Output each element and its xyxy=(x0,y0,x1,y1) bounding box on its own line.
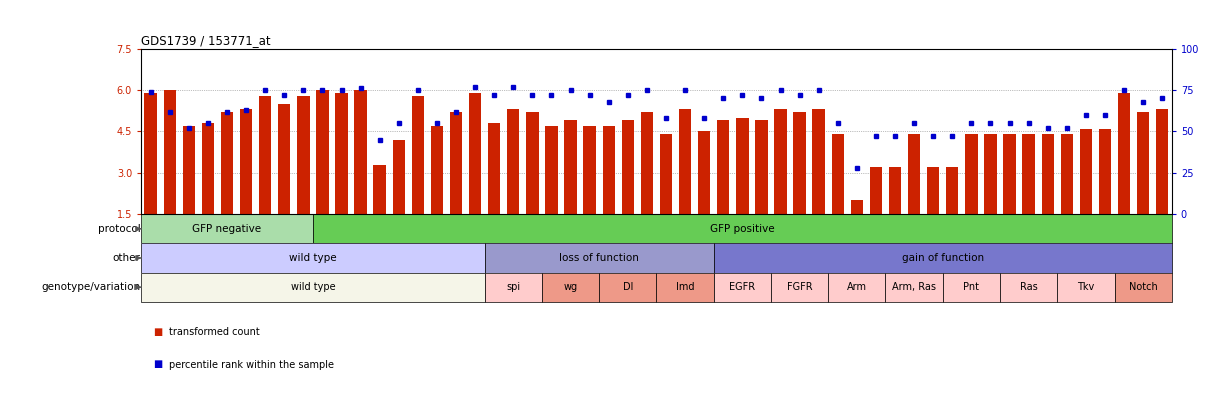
Text: Notch: Notch xyxy=(1129,282,1157,292)
Bar xyxy=(564,120,577,214)
Text: other: other xyxy=(113,253,141,263)
Text: GFP negative: GFP negative xyxy=(193,224,261,234)
Bar xyxy=(450,112,463,214)
Bar xyxy=(1156,109,1168,214)
Bar xyxy=(870,167,882,214)
Bar xyxy=(771,273,828,302)
Bar xyxy=(622,120,634,214)
Bar xyxy=(542,273,599,302)
Bar xyxy=(145,93,157,214)
Bar xyxy=(736,117,748,214)
Text: loss of function: loss of function xyxy=(560,253,639,263)
Bar xyxy=(239,109,253,214)
Bar xyxy=(714,243,1172,273)
Bar xyxy=(393,140,405,214)
Bar xyxy=(774,109,787,214)
Bar xyxy=(279,104,291,214)
Bar xyxy=(141,273,485,302)
Bar xyxy=(1118,93,1130,214)
Bar xyxy=(966,134,978,214)
Bar xyxy=(698,131,710,214)
Bar xyxy=(888,167,901,214)
Bar xyxy=(1058,273,1114,302)
Bar xyxy=(584,126,596,214)
Bar xyxy=(850,200,863,214)
Bar xyxy=(507,109,519,214)
Bar xyxy=(599,273,656,302)
Text: Ras: Ras xyxy=(1020,282,1038,292)
Bar xyxy=(679,109,691,214)
Bar xyxy=(335,93,347,214)
Bar xyxy=(640,112,653,214)
Bar xyxy=(660,134,672,214)
Text: GFP positive: GFP positive xyxy=(710,224,774,234)
Text: gain of function: gain of function xyxy=(902,253,984,263)
Text: protocol: protocol xyxy=(98,224,141,234)
Bar xyxy=(1098,129,1112,214)
Bar xyxy=(221,112,233,214)
Text: ■: ■ xyxy=(153,327,163,337)
Bar xyxy=(886,273,942,302)
Bar xyxy=(946,167,958,214)
Bar xyxy=(602,126,615,214)
Text: spi: spi xyxy=(507,282,520,292)
Bar xyxy=(141,243,485,273)
Text: Arm, Ras: Arm, Ras xyxy=(892,282,936,292)
Bar xyxy=(1000,273,1058,302)
Bar xyxy=(313,214,1172,243)
Text: Imd: Imd xyxy=(676,282,694,292)
Bar xyxy=(431,126,443,214)
Bar xyxy=(1022,134,1034,214)
Bar xyxy=(141,214,313,243)
Bar xyxy=(469,93,481,214)
Text: wg: wg xyxy=(563,282,578,292)
Bar xyxy=(714,273,771,302)
Bar xyxy=(545,126,557,214)
Bar xyxy=(485,273,542,302)
Bar xyxy=(812,109,825,214)
Bar xyxy=(317,90,329,214)
Bar xyxy=(1004,134,1016,214)
Text: EGFR: EGFR xyxy=(729,282,756,292)
Text: percentile rank within the sample: percentile rank within the sample xyxy=(169,360,334,369)
Bar xyxy=(259,96,271,214)
Bar xyxy=(1080,129,1092,214)
Text: ■: ■ xyxy=(153,360,163,369)
Text: Dl: Dl xyxy=(622,282,633,292)
Text: wild type: wild type xyxy=(291,282,335,292)
Bar xyxy=(485,243,714,273)
Bar xyxy=(488,123,501,214)
Text: genotype/variation: genotype/variation xyxy=(42,282,141,292)
Bar xyxy=(794,112,806,214)
Text: FGFR: FGFR xyxy=(787,282,812,292)
Bar xyxy=(717,120,729,214)
Bar xyxy=(984,134,996,214)
Bar xyxy=(163,90,175,214)
Bar xyxy=(942,273,1000,302)
Bar xyxy=(755,120,768,214)
Text: transformed count: transformed count xyxy=(169,327,260,337)
Bar xyxy=(526,112,539,214)
Bar xyxy=(297,96,309,214)
Text: wild type: wild type xyxy=(290,253,336,263)
Bar xyxy=(1060,134,1072,214)
Bar xyxy=(1042,134,1054,214)
Bar xyxy=(1137,112,1150,214)
Text: Tkv: Tkv xyxy=(1077,282,1094,292)
Bar xyxy=(656,273,714,302)
Bar xyxy=(355,90,367,214)
Bar xyxy=(201,123,213,214)
Bar xyxy=(373,164,385,214)
Bar xyxy=(1114,273,1172,302)
Text: GDS1739 / 153771_at: GDS1739 / 153771_at xyxy=(141,34,271,47)
Bar xyxy=(828,273,886,302)
Bar xyxy=(411,96,425,214)
Text: Pnt: Pnt xyxy=(963,282,979,292)
Bar xyxy=(926,167,940,214)
Bar xyxy=(832,134,844,214)
Text: Arm: Arm xyxy=(847,282,866,292)
Bar xyxy=(183,126,195,214)
Bar xyxy=(908,134,920,214)
